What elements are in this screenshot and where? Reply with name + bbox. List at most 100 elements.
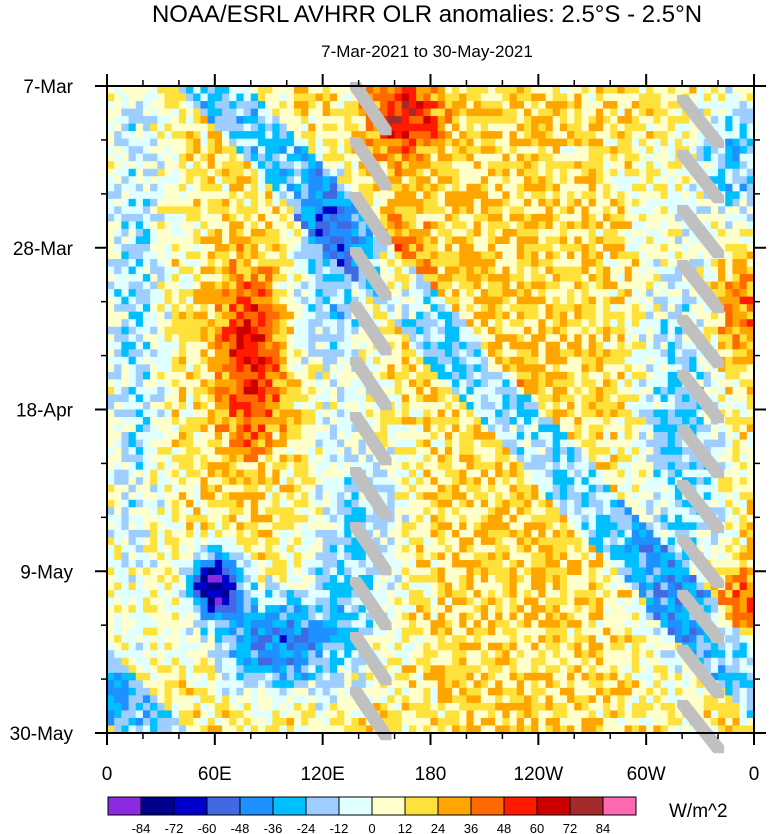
heatmap-cell <box>308 213 317 223</box>
heatmap-cell <box>488 213 496 223</box>
heatmap-cell <box>459 304 468 313</box>
heatmap-cell <box>502 213 511 223</box>
heatmap-cell <box>207 364 216 373</box>
heatmap-cell <box>603 116 611 125</box>
heatmap-cell <box>107 93 115 102</box>
heatmap-cell <box>257 108 266 117</box>
heatmap-cell <box>502 123 511 132</box>
heatmap-cell <box>315 334 324 343</box>
heatmap-cell <box>107 206 115 215</box>
heatmap-cell <box>689 409 698 418</box>
heatmap-cell <box>193 499 202 508</box>
heatmap-cell <box>617 123 626 132</box>
heatmap-cell <box>746 341 755 350</box>
heatmap-cell <box>646 93 654 102</box>
heatmap-cell <box>121 176 130 185</box>
heatmap-cell <box>653 341 662 350</box>
heatmap-cell <box>142 221 151 230</box>
heatmap-cell <box>114 206 122 215</box>
heatmap-cell <box>272 86 281 95</box>
heatmap-cell <box>171 221 180 230</box>
heatmap-cell <box>193 236 202 245</box>
heatmap-cell <box>631 221 640 230</box>
heatmap-cell <box>200 198 209 207</box>
heatmap-cell <box>502 364 511 373</box>
heatmap-cell <box>725 131 734 140</box>
heatmap-cell <box>552 168 561 177</box>
heatmap-cell <box>272 296 281 305</box>
heatmap-cell <box>588 304 597 313</box>
heatmap-cell <box>452 454 460 463</box>
heatmap-cell <box>559 243 568 253</box>
heatmap-cell <box>351 221 360 230</box>
heatmap-cell <box>718 213 726 223</box>
heatmap-cell <box>157 289 166 298</box>
heatmap-cell <box>653 319 662 328</box>
heatmap-cell <box>423 236 432 245</box>
heatmap-cell <box>603 469 611 478</box>
heatmap-cell <box>351 168 360 177</box>
heatmap-cell <box>322 477 331 486</box>
heatmap-cell <box>509 176 518 185</box>
heatmap-cell <box>157 492 166 501</box>
heatmap-cell <box>265 131 273 140</box>
heatmap-cell <box>200 221 209 230</box>
heatmap-cell <box>121 251 130 260</box>
heatmap-cell <box>617 168 626 177</box>
heatmap-cell <box>444 304 453 313</box>
heatmap-cell <box>322 251 331 260</box>
heatmap-cell <box>401 289 410 298</box>
heatmap-cell <box>344 161 353 170</box>
heatmap-cell <box>718 439 726 448</box>
heatmap-cell <box>538 319 547 328</box>
heatmap-cell <box>459 108 468 117</box>
heatmap-cell <box>107 274 115 283</box>
heatmap-cell <box>588 401 597 411</box>
heatmap-cell <box>689 131 698 140</box>
heatmap-cell <box>207 379 216 388</box>
heatmap-cell <box>559 168 568 177</box>
heatmap-cell <box>725 319 734 328</box>
heatmap-cell <box>516 379 525 388</box>
heatmap-cell <box>279 454 288 463</box>
heatmap-cell <box>718 424 726 433</box>
heatmap-cell <box>293 409 302 418</box>
heatmap-cell <box>667 371 676 380</box>
heatmap-cell <box>588 183 597 192</box>
heatmap-cell <box>552 108 561 117</box>
heatmap-cell <box>574 228 583 238</box>
heatmap-cell <box>710 477 719 486</box>
heatmap-cell <box>380 221 388 230</box>
heatmap-cell <box>624 304 633 313</box>
heatmap-cell <box>286 364 295 373</box>
heatmap-cell <box>380 462 388 471</box>
heatmap-cell <box>257 499 266 508</box>
heatmap-cell <box>509 153 518 162</box>
heatmap-cell <box>516 243 525 253</box>
heatmap-cell <box>344 401 353 411</box>
heatmap-cell <box>171 401 180 411</box>
heatmap-cell <box>667 484 676 493</box>
heatmap-cell <box>452 394 460 403</box>
heatmap-cell <box>207 394 216 403</box>
heatmap-cell <box>257 213 266 223</box>
heatmap-cell <box>538 251 547 260</box>
heatmap-cell <box>624 206 633 215</box>
heatmap-cell <box>401 153 410 162</box>
heatmap-cell <box>286 266 295 275</box>
heatmap-cell <box>171 334 180 343</box>
heatmap-cell <box>114 236 122 245</box>
heatmap-cell <box>610 386 619 396</box>
heatmap-cell <box>171 492 180 501</box>
heatmap-cell <box>114 86 122 95</box>
heatmap-cell <box>452 281 460 290</box>
heatmap-cell <box>142 108 151 117</box>
heatmap-cell <box>128 86 137 95</box>
heatmap-cell <box>718 228 726 238</box>
heatmap-cell <box>265 281 273 290</box>
heatmap-cell <box>337 206 345 215</box>
heatmap-cell <box>186 183 194 192</box>
heatmap-cell <box>466 131 475 140</box>
heatmap-cell <box>142 228 151 238</box>
heatmap-cell <box>574 341 583 350</box>
